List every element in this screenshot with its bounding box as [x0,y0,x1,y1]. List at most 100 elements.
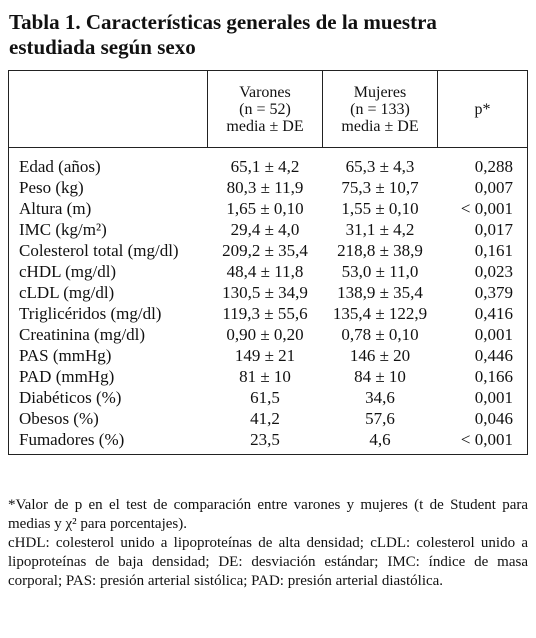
header-line: (n = 133) [350,100,410,118]
cell: 0,166 [438,366,528,387]
cell-text: 31,1 ± 4,2 [345,220,415,239]
header-line: p* [474,100,491,118]
cell: 0,90 ± 0,20 [208,324,323,345]
cell-text: 29,4 ± 4,0 [230,220,300,239]
cell-text: 0,446 [474,346,513,365]
row-label: Colesterol total (mg/dl) [9,240,208,261]
table-row: IMC (kg/m²) 29,4 ± 4,0 31,1 ± 4,2 0,017 [9,219,528,240]
row-label: Edad (años) [9,148,208,178]
cell: 48,4 ± 11,8 [208,261,323,282]
cell: 65,3 ± 4,3 [323,148,438,178]
cell-text: cHDL (mg/dl) [19,262,117,281]
cell-text: 84 ± 10 [354,367,406,386]
row-label: PAS (mmHg) [9,345,208,366]
header-cell [8,70,208,148]
cell: 0,288 [438,148,528,178]
row-label: Peso (kg) [9,177,208,198]
cell-text: 75,3 ± 10,7 [341,178,419,197]
row-label: cLDL (mg/dl) [9,282,208,303]
row-label: Diabéticos (%) [9,387,208,408]
cell-text: 0,161 [474,241,513,260]
cell-text: 80,3 ± 11,9 [226,178,304,197]
cell-text: 0,023 [474,262,513,281]
cell: 53,0 ± 11,0 [323,261,438,282]
cell: 29,4 ± 4,0 [208,219,323,240]
cell-text: Triglicéridos (mg/dl) [19,304,162,323]
cell-text: 0,78 ± 0,10 [341,325,419,344]
table-row: Fumadores (%) 23,5 4,6 < 0,001 [9,429,528,455]
cell-text: Peso (kg) [19,178,84,197]
cell-text: < 0,001 [460,199,513,218]
cell-text: 65,1 ± 4,2 [230,157,300,176]
cell-text: Creatinina (mg/dl) [19,325,146,344]
cell-text: 209,2 ± 35,4 [222,241,308,260]
cell-text: 218,8 ± 38,9 [337,241,423,260]
cell-text: 41,2 [250,409,280,428]
cell-text: < 0,001 [460,430,513,449]
cell-text: 61,5 [250,388,280,407]
cell: 0,416 [438,303,528,324]
footnote: *Valor de p en el test de comparación en… [8,497,528,532]
cell: 218,8 ± 38,9 [323,240,438,261]
cell-text: PAD (mmHg) [19,367,115,386]
cell: 1,55 ± 0,10 [323,198,438,219]
cell-text: 0,379 [474,283,513,302]
cell-text: 23,5 [250,430,280,449]
cell-text: 4,6 [369,430,391,449]
footnote: cHDL: colesterol unido a lipoproteínas d… [8,535,528,589]
cell-text: 146 ± 20 [349,346,411,365]
cell-text: cLDL (mg/dl) [19,283,115,302]
cell: 0,161 [438,240,528,261]
cell: 61,5 [208,387,323,408]
cell-text: 0,166 [474,367,513,386]
cell-text: IMC (kg/m²) [19,220,107,239]
cell-text: 1,65 ± 0,10 [226,199,304,218]
cell: 75,3 ± 10,7 [323,177,438,198]
cell: 80,3 ± 11,9 [208,177,323,198]
cell: 57,6 [323,408,438,429]
cell-text: 65,3 ± 4,3 [345,157,415,176]
table-row: PAD (mmHg) 81 ± 10 84 ± 10 0,166 [9,366,528,387]
header-row: Varones (n = 52) media ± DE Mujeres (n = 133… [8,70,528,148]
cell: < 0,001 [438,198,528,219]
cell: 4,6 [323,429,438,455]
cell-text: 0,001 [474,388,513,407]
row-label: PAD (mmHg) [9,366,208,387]
cell-text: 0,001 [474,325,513,344]
header-line: Mujeres [353,83,407,101]
cell: 0,023 [438,261,528,282]
cell-text: Altura (m) [19,199,92,218]
cell-text: 53,0 ± 11,0 [341,262,419,281]
cell-text: 0,017 [474,220,513,239]
table-row: Diabéticos (%) 61,5 34,6 0,001 [9,387,528,408]
cell: 138,9 ± 35,4 [323,282,438,303]
cell-text: 138,9 ± 35,4 [337,283,423,302]
table-row: Colesterol total (mg/dl) 209,2 ± 35,4 218,… [9,240,528,261]
table-row: Obesos (%) 41,2 57,6 0,046 [9,408,528,429]
cell-text: 0,416 [474,304,513,323]
row-label: Fumadores (%) [9,429,208,455]
table-row: PAS (mmHg) 149 ± 21 146 ± 20 0,446 [9,345,528,366]
cell: 84 ± 10 [323,366,438,387]
cell-text: Colesterol total (mg/dl) [19,241,179,260]
row-label: Obesos (%) [9,408,208,429]
header-line: (n = 52) [239,100,291,118]
row-label: IMC (kg/m²) [9,219,208,240]
cell: 0,017 [438,219,528,240]
cell: 0,001 [438,387,528,408]
row-label: Triglicéridos (mg/dl) [9,303,208,324]
header-cell: p* [437,70,528,148]
cell-text: 149 ± 21 [234,346,296,365]
cell: 81 ± 10 [208,366,323,387]
cell-text: Fumadores (%) [19,430,125,449]
cell-text: 130,5 ± 34,9 [222,283,308,302]
header-cell: Varones (n = 52) media ± DE [207,70,323,148]
data-table: Varones (n = 52) media ± DE Mujeres (n = 133… [8,70,528,455]
table-row: cLDL (mg/dl) 130,5 ± 34,9 138,9 ± 35,4 0,37… [9,282,528,303]
row-label: Altura (m) [9,198,208,219]
cell: 1,65 ± 0,10 [208,198,323,219]
cell-text: 48,4 ± 11,8 [226,262,304,281]
cell-text: 119,3 ± 55,6 [222,304,308,323]
cell: 41,2 [208,408,323,429]
cell: 31,1 ± 4,2 [323,219,438,240]
